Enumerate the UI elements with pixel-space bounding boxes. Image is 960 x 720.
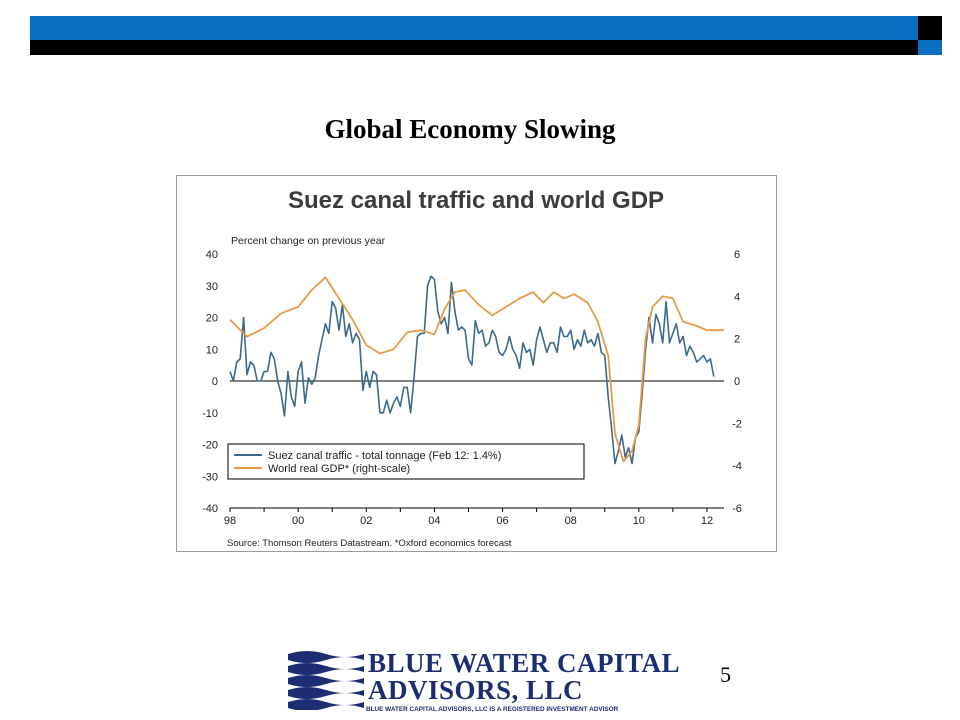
x-tick-label: 98: [224, 515, 236, 527]
x-tick-label: 04: [428, 515, 440, 527]
logo-text-line1: BLUE WATER CAPITAL: [368, 648, 681, 678]
y-right-tick-label: -6: [732, 503, 742, 515]
x-tick-label: 08: [565, 515, 577, 527]
x-tick-label: 06: [496, 515, 508, 527]
legend-label-gdp: World real GDP* (right-scale): [268, 463, 410, 475]
x-tick-label: 12: [701, 515, 713, 527]
chart-subtitle: Percent change on previous year: [231, 235, 386, 247]
y-left-tick-label: 30: [206, 281, 218, 293]
y-right-tick-label: 4: [734, 291, 740, 303]
y-right-tick-label: 0: [734, 376, 740, 388]
chart-legend: Suez canal traffic - total tonnage (Feb …: [227, 443, 585, 480]
y-left-tick-label: 0: [212, 376, 218, 388]
chart-frame: Suez canal traffic and world GDP Percent…: [176, 175, 777, 552]
series-line-suez-traffic: [229, 275, 715, 465]
y-left-tick-label: -10: [202, 408, 218, 420]
y-right-tick-label: 6: [734, 249, 740, 261]
chart-source: Source: Thomson Reuters Datastream. *Oxf…: [227, 538, 512, 549]
legend-box: [227, 443, 585, 480]
chart-title: Suez canal traffic and world GDP: [288, 187, 664, 214]
page-number: 5: [720, 662, 731, 687]
y-left-tick-label: 40: [206, 249, 218, 261]
y-left-tick-label: -30: [202, 471, 218, 483]
top-bar-blue: [30, 16, 918, 40]
y-left-tick-label: 10: [206, 344, 218, 356]
series-line-world-gdp: [229, 276, 724, 463]
legend-label-traffic: Suez canal traffic - total tonnage (Feb …: [268, 450, 501, 462]
top-bar-black: [30, 40, 918, 55]
logo-tagline: BLUE WATER CAPITAL ADVISORS, LLC IS A RE…: [366, 706, 619, 713]
y-left-tick-label: -20: [202, 440, 218, 452]
chart-svg: Suez canal traffic and world GDP Percent…: [202, 187, 742, 549]
y-right-tick-label: -4: [732, 461, 742, 473]
y-left-tick-label: 20: [206, 313, 218, 325]
y-left-tick-label: -40: [202, 503, 218, 515]
series-lines: [229, 275, 724, 465]
x-tick-label: 10: [633, 515, 645, 527]
y-right-tick-label: 2: [734, 334, 740, 346]
company-logo: BLUE WATER CAPITAL ADVISORS, LLC BLUE WA…: [288, 648, 680, 718]
corner-square-blue: [918, 40, 942, 55]
corner-square-black: [918, 16, 942, 40]
x-tick-label: 02: [360, 515, 372, 527]
y-right-tick-label: -2: [732, 418, 742, 430]
x-tick-label: 00: [292, 515, 304, 527]
logo-text-line2: ADVISORS, LLC: [368, 675, 584, 705]
slide-title: Global Economy Slowing: [324, 114, 616, 144]
wave-logo-icon: [288, 648, 364, 710]
